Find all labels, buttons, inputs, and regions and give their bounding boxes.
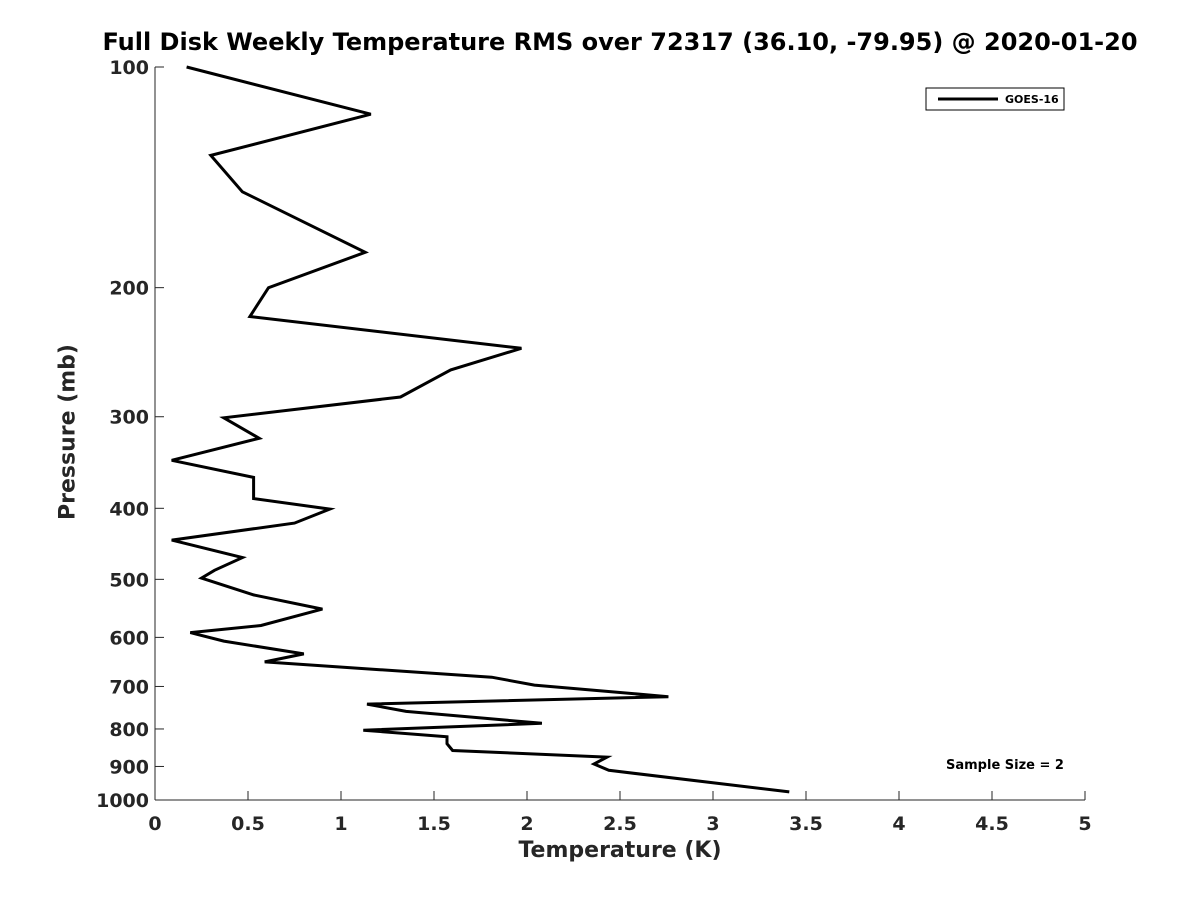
x-tick-label: 3 [706, 813, 719, 835]
x-tick-label: 1 [334, 813, 347, 835]
x-tick-label: 0 [148, 813, 161, 835]
x-tick-label: 5 [1078, 813, 1091, 835]
x-tick-label: 3.5 [789, 813, 823, 835]
x-tick-label: 4 [892, 813, 905, 835]
y-axis-label: Pressure (mb) [55, 344, 81, 520]
y-tick-label: 300 [109, 407, 149, 429]
x-ticks: 0 0.5 1 1.5 2 2.5 3 3.5 4 4.5 5 [148, 791, 1092, 835]
y-tick-label: 1000 [96, 790, 149, 812]
x-tick-label: 1.5 [417, 813, 451, 835]
series-line [171, 65, 790, 794]
x-tick-label: 2.5 [603, 813, 637, 835]
y-tick-label: 200 [109, 278, 149, 300]
y-tick-label: 400 [109, 498, 149, 520]
y-tick-label: 700 [109, 676, 149, 698]
legend: GOES-16 [925, 87, 1065, 111]
y-tick-label: 900 [109, 756, 149, 778]
y-tick-label: 800 [109, 719, 149, 741]
y-tick-label: 100 [109, 57, 149, 79]
axes [154, 67, 1085, 801]
y-tick-label: 500 [109, 569, 149, 591]
chart-title: Full Disk Weekly Temperature RMS over 72… [102, 28, 1138, 56]
sample-size-annotation: Sample Size = 2 [946, 758, 1064, 773]
x-tick-label: 2 [520, 813, 533, 835]
legend-label: GOES-16 [1005, 93, 1059, 106]
y-ticks: 100 200 300 400 500 600 700 800 900 1000 [96, 57, 164, 812]
y-tick-label: 600 [109, 627, 149, 649]
x-axis-label: Temperature (K) [518, 838, 722, 863]
series-group [171, 65, 790, 794]
x-tick-label: 4.5 [975, 813, 1009, 835]
x-tick-label: 0.5 [231, 813, 265, 835]
